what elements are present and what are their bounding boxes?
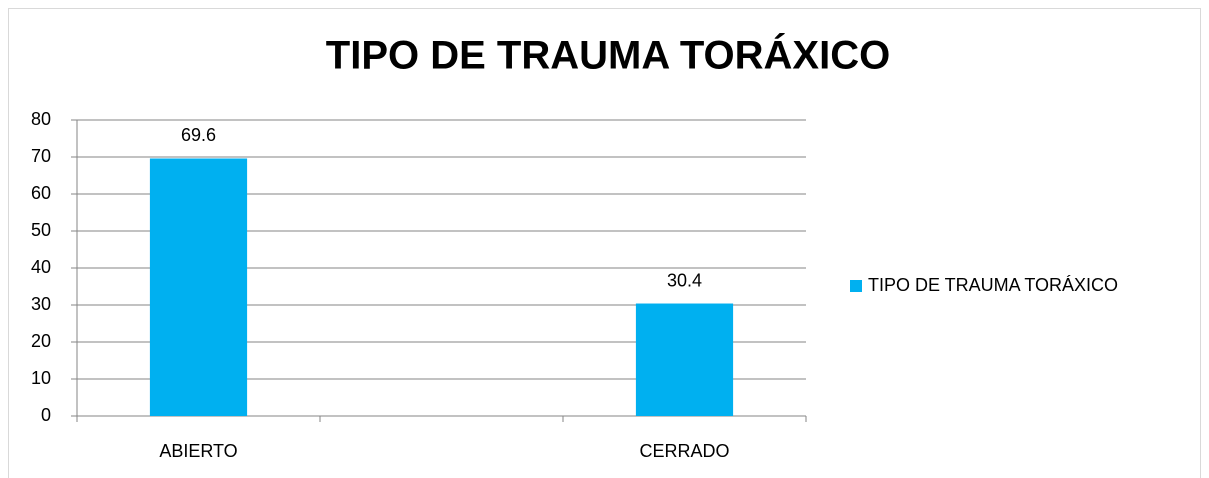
y-tick-label: 60: [31, 183, 51, 203]
bar: [635, 303, 734, 416]
y-tick-label: 40: [31, 257, 51, 277]
x-tick-label: ABIERTO: [159, 441, 237, 461]
legend-swatch: [850, 280, 862, 292]
y-tick-label: 0: [41, 405, 51, 425]
data-label: 30.4: [667, 270, 702, 290]
legend-label: TIPO DE TRAUMA TORÁXICO: [868, 275, 1118, 295]
x-tick-label: CERRADO: [639, 441, 729, 461]
y-tick-label: 70: [31, 146, 51, 166]
y-tick-label: 20: [31, 331, 51, 351]
chart-border: [8, 8, 1201, 478]
chart-title: TIPO DE TRAUMA TORÁXICO: [326, 33, 890, 78]
y-tick-label: 10: [31, 368, 51, 388]
y-tick-label: 80: [31, 109, 51, 129]
data-label: 69.6: [181, 125, 216, 145]
y-tick-label: 30: [31, 294, 51, 314]
bar: [149, 158, 248, 417]
y-tick-label: 50: [31, 220, 51, 240]
